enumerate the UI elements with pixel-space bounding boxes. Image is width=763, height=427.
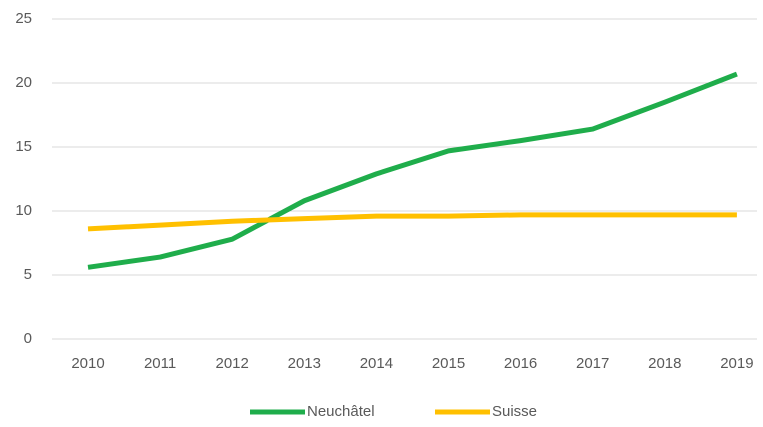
y-tick-label: 15 (15, 138, 32, 155)
y-tick-label: 10 (15, 202, 32, 219)
x-tick-label: 2014 (360, 355, 393, 372)
x-tick-label: 2011 (144, 355, 176, 372)
x-tick-label: 2013 (288, 355, 321, 372)
x-tick-label: 2010 (71, 355, 104, 372)
x-tick-label: 2015 (432, 355, 465, 372)
y-tick-label: 25 (15, 10, 32, 27)
x-tick-label: 2016 (504, 355, 537, 372)
y-tick-label: 0 (24, 330, 32, 347)
x-tick-label: 2012 (216, 355, 249, 372)
x-tick-label: 2018 (648, 355, 681, 372)
y-tick-label: 5 (24, 266, 32, 283)
y-tick-label: 20 (15, 74, 32, 91)
x-tick-label: 2019 (720, 355, 753, 372)
legend-label: Neuchâtel (307, 403, 375, 420)
series-line (87, 71, 738, 270)
legend-label: Suisse (492, 403, 537, 420)
series-line (87, 212, 737, 232)
x-tick-label: 2017 (576, 355, 609, 372)
